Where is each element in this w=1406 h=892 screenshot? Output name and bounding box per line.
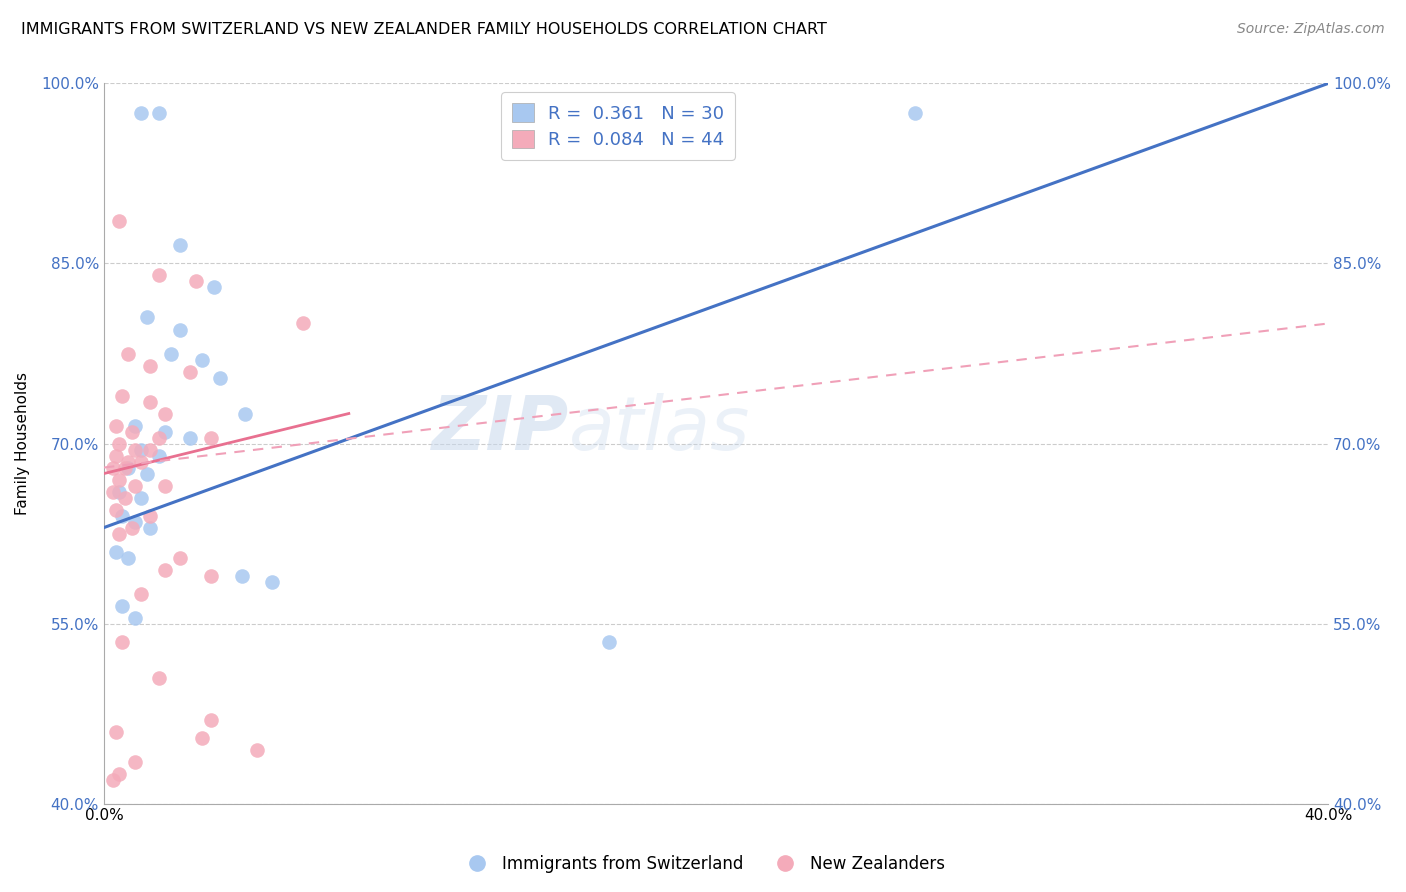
Point (169, 322, 191, 336)
Point (111, 388, 134, 402)
Point (124, 442, 146, 457)
Point (105, 502, 128, 516)
Point (114, 491, 136, 505)
Point (246, 742, 269, 756)
Point (108, 473, 131, 487)
Point (108, 526, 131, 541)
Point (191, 352, 214, 367)
Point (105, 418, 128, 433)
Point (124, 515, 146, 529)
Point (179, 364, 201, 378)
Point (114, 460, 136, 475)
Point (135, 467, 157, 481)
Point (148, 671, 170, 685)
Point (129, 442, 152, 457)
Point (202, 280, 225, 294)
Point (105, 724, 128, 739)
Point (124, 418, 146, 433)
Point (200, 568, 222, 582)
Point (129, 586, 152, 600)
Point (179, 431, 201, 445)
Point (200, 713, 222, 727)
Point (191, 731, 214, 745)
Point (117, 346, 139, 360)
Point (139, 442, 162, 457)
Point (129, 491, 152, 505)
Point (108, 484, 131, 499)
Point (904, 106, 927, 120)
Text: Source: ZipAtlas.com: Source: ZipAtlas.com (1237, 22, 1385, 37)
Point (598, 634, 620, 648)
Point (139, 508, 162, 523)
Point (160, 346, 183, 360)
Point (148, 106, 170, 120)
Point (108, 436, 131, 450)
Point (117, 460, 139, 475)
Point (153, 407, 176, 421)
Point (121, 425, 143, 439)
Point (233, 407, 256, 421)
Point (148, 449, 170, 463)
Point (124, 478, 146, 492)
Point (121, 520, 143, 534)
Point (291, 317, 314, 331)
Point (200, 431, 222, 445)
Point (129, 106, 152, 120)
Point (184, 275, 207, 289)
Point (111, 599, 134, 613)
Point (108, 214, 131, 228)
Point (153, 563, 176, 577)
Point (169, 238, 191, 252)
Point (139, 520, 162, 534)
Point (139, 359, 162, 373)
Point (231, 568, 253, 582)
Text: IMMIGRANTS FROM SWITZERLAND VS NEW ZEALANDER FAMILY HOUSEHOLDS CORRELATION CHART: IMMIGRANTS FROM SWITZERLAND VS NEW ZEALA… (21, 22, 827, 37)
Point (169, 550, 191, 565)
Text: ZIP: ZIP (432, 392, 569, 466)
Point (153, 425, 176, 439)
Point (101, 460, 124, 475)
Point (117, 454, 139, 468)
Point (111, 508, 134, 523)
Y-axis label: Family Households: Family Households (15, 372, 30, 515)
Point (129, 454, 152, 468)
Point (117, 550, 139, 565)
Point (262, 574, 284, 589)
Point (101, 772, 124, 787)
Point (124, 755, 146, 769)
Text: atlas: atlas (569, 393, 751, 465)
Point (105, 544, 128, 558)
Point (108, 766, 131, 780)
Point (209, 370, 232, 384)
Point (153, 478, 176, 492)
Point (139, 394, 162, 409)
Point (148, 431, 170, 445)
Point (124, 610, 146, 624)
Legend: Immigrants from Switzerland, New Zealanders: Immigrants from Switzerland, New Zealand… (454, 848, 952, 880)
Point (105, 449, 128, 463)
Legend: R =  0.361   N = 30, R =  0.084   N = 44: R = 0.361 N = 30, R = 0.084 N = 44 (501, 93, 735, 160)
Point (111, 634, 134, 648)
Point (101, 484, 124, 499)
Point (148, 268, 170, 283)
Point (135, 310, 157, 325)
